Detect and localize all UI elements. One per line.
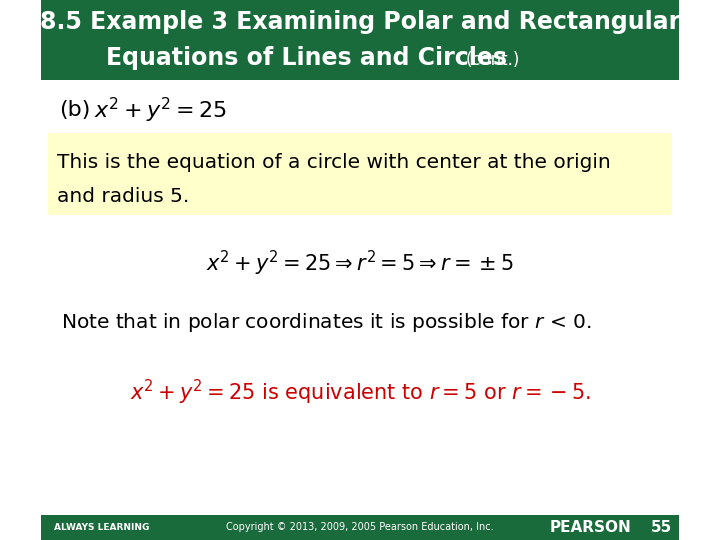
Text: PEARSON: PEARSON [549, 519, 631, 535]
Bar [48, 133, 672, 215]
Text: $x^2 + y^2 = 25 \Rightarrow r^2 = 5 \Rightarrow r = \pm 5$: $x^2 + y^2 = 25 \Rightarrow r^2 = 5 \Rig… [206, 248, 514, 278]
Text: $x^2 + y^2 = 25$: $x^2 + y^2 = 25$ [94, 96, 228, 125]
Text: ALWAYS LEARNING: ALWAYS LEARNING [53, 523, 149, 531]
Text: Equations of Lines and Circles: Equations of Lines and Circles [107, 46, 508, 70]
Text: 8.5 Example 3 Examining Polar and Rectangular: 8.5 Example 3 Examining Polar and Rectan… [40, 10, 680, 34]
Text: 55: 55 [651, 519, 672, 535]
Text: (b): (b) [59, 100, 90, 120]
Text: Note that in polar coordinates it is possible for $r$ < 0.: Note that in polar coordinates it is pos… [60, 310, 591, 334]
Text: This is the equation of a circle with center at the origin: This is the equation of a circle with ce… [57, 152, 611, 172]
Text: (cont.): (cont.) [466, 51, 520, 69]
Text: and radius 5.: and radius 5. [57, 186, 189, 206]
Text: $x^2 + y^2 = 25$ is equivalent to $r = 5$ or $r = -5$.: $x^2 + y^2 = 25$ is equivalent to $r = 5… [130, 377, 590, 407]
Bar [41, 0, 679, 80]
Text: Copyright © 2013, 2009, 2005 Pearson Education, Inc.: Copyright © 2013, 2009, 2005 Pearson Edu… [226, 522, 494, 532]
Bar [41, 515, 679, 540]
